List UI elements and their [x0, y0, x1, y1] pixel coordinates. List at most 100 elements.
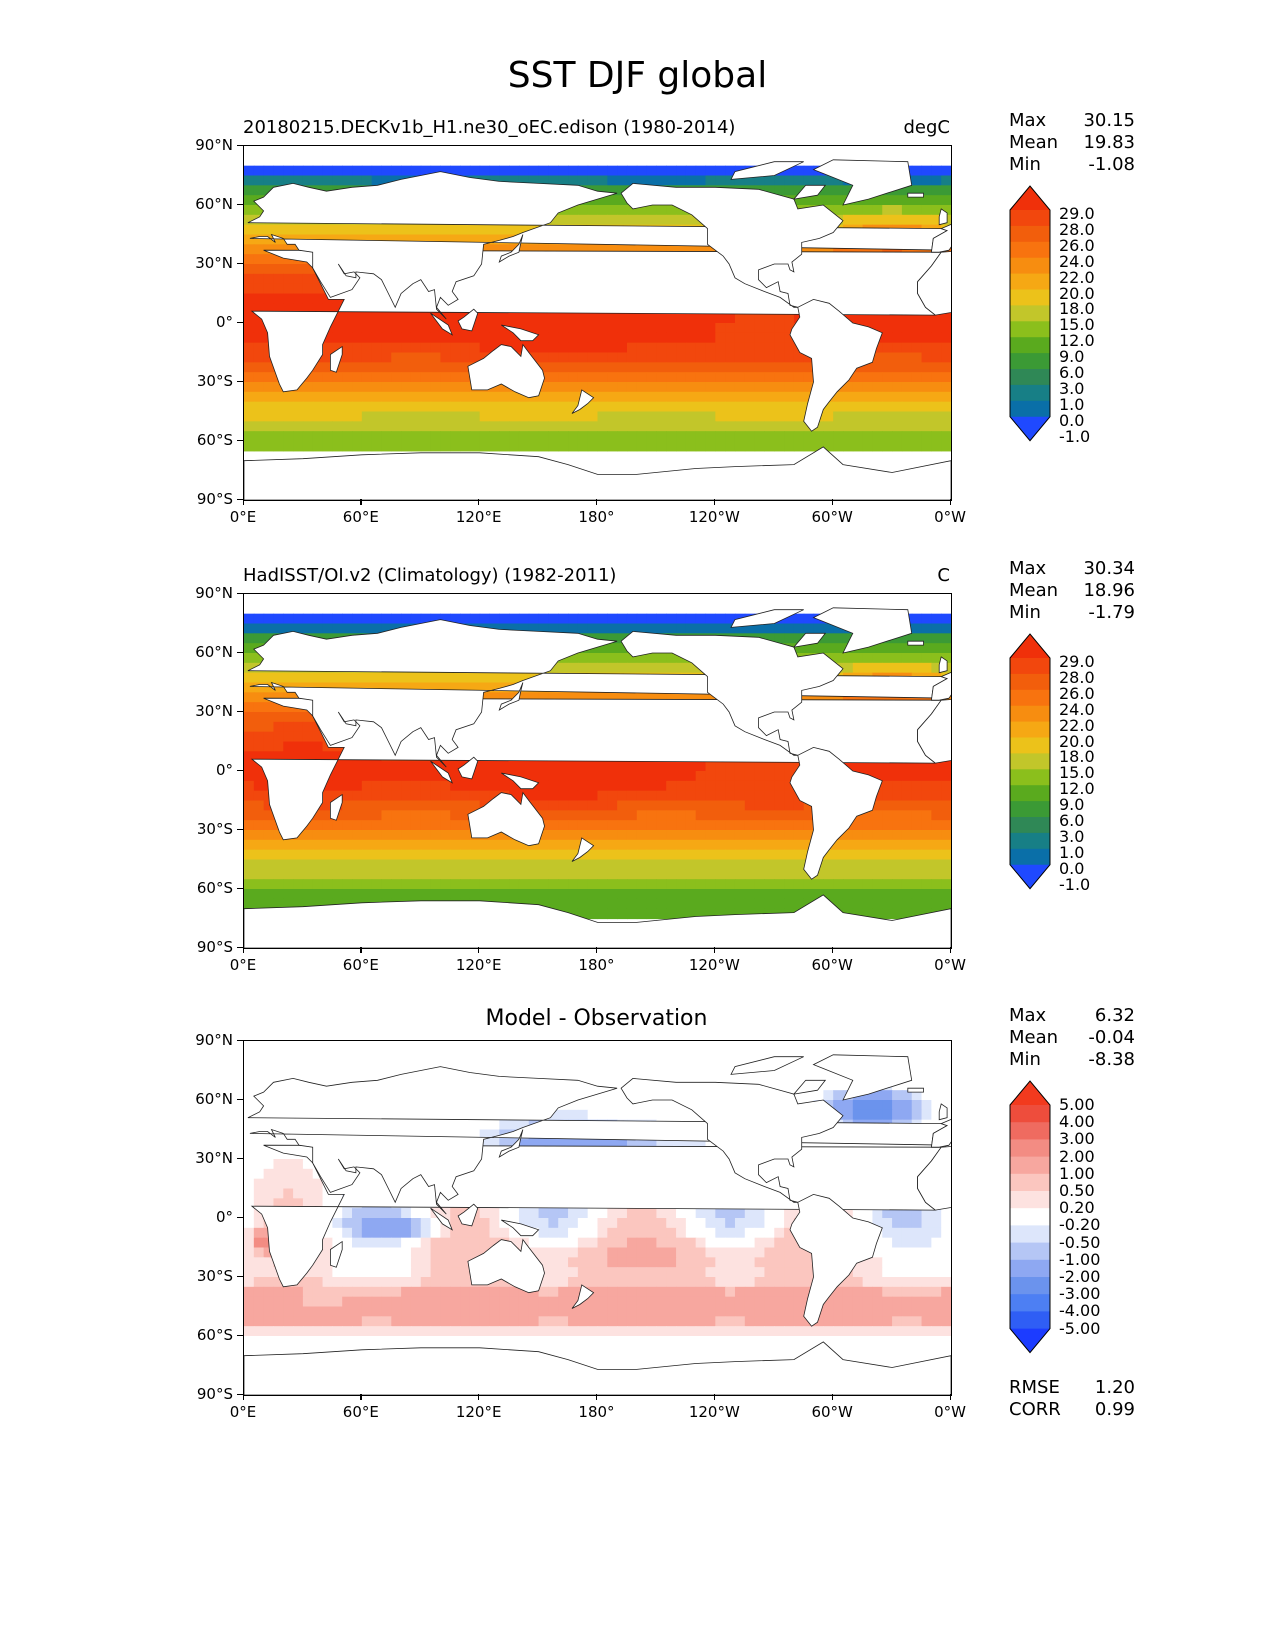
- field-cell: [538, 869, 549, 880]
- field-cell: [273, 731, 284, 743]
- field-cell: [695, 165, 707, 177]
- field-cell: [401, 1060, 412, 1072]
- field-cell: [528, 411, 540, 422]
- field-cell: [244, 712, 255, 723]
- field-cell: [705, 362, 716, 373]
- field-cell: [744, 431, 756, 442]
- field-cell: [244, 771, 255, 782]
- field-cell: [901, 1090, 913, 1101]
- field-cell: [253, 623, 265, 634]
- field-cell: [666, 214, 677, 226]
- field-cell: [509, 165, 520, 177]
- land-polygon: [930, 223, 951, 253]
- field-cell: [882, 761, 893, 772]
- field-cell: [352, 313, 363, 324]
- field-cell: [283, 849, 294, 861]
- field-cell: [774, 185, 785, 196]
- field-cell: [499, 859, 510, 870]
- field-cell: [332, 382, 343, 393]
- field-cell: [941, 898, 951, 910]
- field-cell: [381, 879, 392, 890]
- field-cell: [410, 682, 422, 693]
- field-cell: [509, 391, 520, 403]
- field-cell: [253, 761, 265, 772]
- field-cell: [695, 849, 707, 861]
- field-cell: [734, 175, 746, 186]
- figure-title: SST DJF global: [507, 55, 768, 96]
- field-cell: [312, 175, 324, 186]
- field-cell: [244, 859, 255, 870]
- field-cell: [695, 790, 707, 802]
- field-cell: [410, 323, 422, 334]
- field-cell: [312, 283, 324, 295]
- field-cell: [440, 234, 451, 245]
- field-cell: [872, 839, 883, 851]
- field-cell: [941, 165, 951, 177]
- field-cell: [695, 761, 707, 772]
- field-cell: [911, 1050, 923, 1062]
- field-cell: [568, 313, 579, 324]
- field-cell: [322, 849, 333, 861]
- field-cell: [882, 352, 893, 363]
- field-cell: [401, 1050, 412, 1062]
- field-cell: [293, 175, 304, 186]
- colorbar-label: 24.0: [1059, 251, 1095, 271]
- field-cell: [921, 780, 932, 792]
- field-cell: [656, 165, 667, 177]
- field-cell: [322, 332, 333, 344]
- field-cell: [371, 224, 383, 236]
- field-cell: [852, 653, 864, 664]
- field-cell: [518, 672, 530, 684]
- land-polygon: [917, 699, 951, 764]
- field-cell: [803, 382, 815, 393]
- field-cell: [283, 1050, 294, 1062]
- field-cell: [469, 401, 481, 413]
- stat-value: -1.79: [1088, 602, 1135, 623]
- field-cell: [705, 790, 716, 802]
- field-cell: [705, 830, 716, 841]
- field-cell: [342, 1060, 353, 1072]
- field-cell: [302, 898, 314, 910]
- field-cell: [626, 780, 638, 792]
- field-cell: [646, 810, 658, 821]
- field-cell: [744, 323, 756, 334]
- field-cell: [273, 898, 284, 910]
- field-cell: [793, 431, 805, 442]
- field-cell: [253, 1080, 265, 1091]
- field-cell: [361, 323, 373, 334]
- field-cell: [685, 1060, 697, 1072]
- field-cell: [823, 692, 834, 703]
- field-cell: [538, 790, 549, 802]
- field-cell: [931, 830, 942, 841]
- field-cell: [518, 839, 530, 851]
- field-cell: [587, 1100, 599, 1111]
- field-cell: [705, 780, 716, 792]
- field-cell: [293, 283, 304, 295]
- field-cell: [597, 623, 608, 634]
- field-cell: [430, 165, 441, 177]
- field-cell: [734, 362, 746, 373]
- field-cell: [489, 1050, 500, 1062]
- field-cell: [626, 1041, 638, 1052]
- land-polygon: [430, 312, 454, 336]
- field-cell: [293, 741, 304, 752]
- field-cell: [568, 165, 579, 177]
- field-cell: [312, 613, 324, 625]
- field-cell: [725, 382, 736, 393]
- colorbar-label: 6.0: [1059, 363, 1085, 382]
- field-cell: [489, 682, 500, 693]
- field-cell: [921, 214, 932, 226]
- field-cell: [685, 879, 697, 890]
- field-cell: [676, 175, 687, 186]
- land-polygon: [457, 308, 479, 332]
- field-cell: [695, 1041, 707, 1052]
- field-cell: [273, 244, 284, 255]
- field-cell: [754, 352, 766, 363]
- field-cell: [734, 771, 746, 782]
- field-cell: [332, 751, 343, 762]
- field-cell: [646, 372, 658, 383]
- colorbar-label: 18.0: [1059, 747, 1095, 767]
- field-cell: [725, 879, 736, 890]
- field-cell: [921, 849, 932, 861]
- field-cell: [882, 391, 893, 403]
